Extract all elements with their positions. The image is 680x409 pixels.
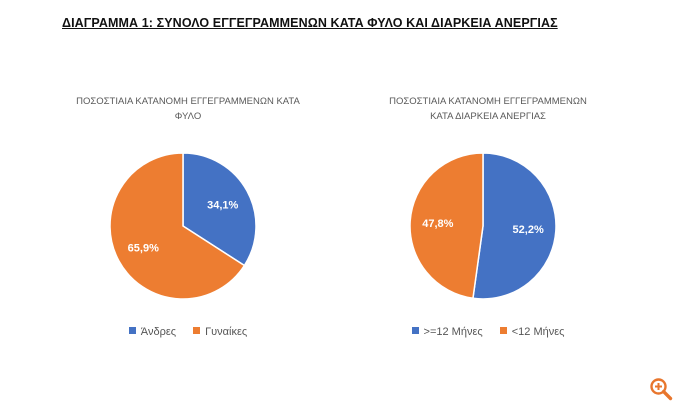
chart-panel-gender: ΠΟΣΟΣΤΙΑΙΑ ΚΑΤΑΝΟΜΗ ΕΓΓΕΓΡΑΜΜΕΝΩΝ ΚΑΤΑ Φ… bbox=[38, 80, 338, 360]
pie-chart-gender: 34,1% 65,9% bbox=[109, 152, 257, 300]
pie-slice bbox=[472, 152, 557, 300]
legend-label: Γυναίκες bbox=[205, 326, 248, 338]
chart-title-line: ΠΟΣΟΣΤΙΑΙΑ ΚΑΤΑΝΟΜΗ ΕΓΓΕΓΡΑΜΜΕΝΩΝ bbox=[389, 96, 587, 107]
legend-swatch bbox=[499, 327, 507, 334]
legend-label: Άνδρες bbox=[140, 326, 177, 338]
pie-slice bbox=[409, 152, 484, 300]
legend-swatch bbox=[128, 327, 136, 334]
zoom-in-icon bbox=[650, 378, 673, 401]
legend-item-under-12-months: <12 Μήνες bbox=[499, 326, 565, 338]
chart-panel-duration: ΠΟΣΟΣΤΙΑΙΑ ΚΑΤΑΝΟΜΗ ΕΓΓΕΓΡΑΜΜΕΝΩΝ ΚΑΤΑ Δ… bbox=[338, 80, 638, 360]
legend-item-12plus-months: >=12 Μήνες bbox=[411, 326, 483, 338]
legend-item-men: Άνδρες bbox=[128, 326, 177, 338]
chart-title-line: ΠΟΣΟΣΤΙΑΙΑ ΚΑΤΑΝΟΜΗ ΕΓΓΕΓΡΑΜΜΕΝΩΝ ΚΑΤΑ bbox=[76, 96, 300, 107]
chart-title-line: ΚΑΤΑ ΔΙΑΡΚΕΙΑ ΑΝΕΡΓΙΑΣ bbox=[430, 111, 546, 122]
legend-swatch bbox=[411, 327, 419, 334]
chart-title-line: ΦΥΛΟ bbox=[174, 111, 202, 122]
chart-title: ΠΟΣΟΣΤΙΑΙΑ ΚΑΤΑΝΟΜΗ ΕΓΓΕΓΡΑΜΜΕΝΩΝ ΚΑΤΑ Φ… bbox=[38, 94, 338, 124]
pie-chart-duration: 52,2% 47,8% bbox=[409, 152, 557, 300]
slice-data-label: 47,8% bbox=[422, 218, 453, 230]
legend-item-women: Γυναίκες bbox=[193, 326, 247, 338]
legend-swatch bbox=[193, 327, 201, 334]
legend: Άνδρες Γυναίκες bbox=[38, 326, 338, 338]
legend-label: <12 Μήνες bbox=[511, 326, 565, 338]
pie-slice bbox=[109, 152, 246, 300]
page-title: ΔΙΑΓΡΑΜΜΑ 1: ΣΥΝΟΛΟ ΕΓΓΕΓΡΑΜΜΕΝΩΝ ΚΑΤΑ Φ… bbox=[62, 16, 558, 30]
slice-data-label: 65,9% bbox=[128, 243, 159, 255]
legend-label: >=12 Μήνες bbox=[423, 326, 483, 338]
legend: >=12 Μήνες <12 Μήνες bbox=[338, 326, 638, 338]
slice-data-label: 52,2% bbox=[513, 224, 544, 236]
chart-title: ΠΟΣΟΣΤΙΑΙΑ ΚΑΤΑΝΟΜΗ ΕΓΓΕΓΡΑΜΜΕΝΩΝ ΚΑΤΑ Δ… bbox=[338, 94, 638, 124]
slice-data-label: 34,1% bbox=[207, 199, 238, 211]
zoom-button[interactable] bbox=[648, 376, 674, 402]
